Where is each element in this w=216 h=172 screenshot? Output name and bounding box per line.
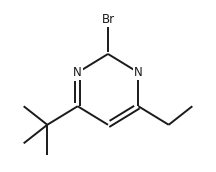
Text: N: N xyxy=(73,66,82,79)
Text: N: N xyxy=(134,66,143,79)
Text: Br: Br xyxy=(102,13,114,26)
